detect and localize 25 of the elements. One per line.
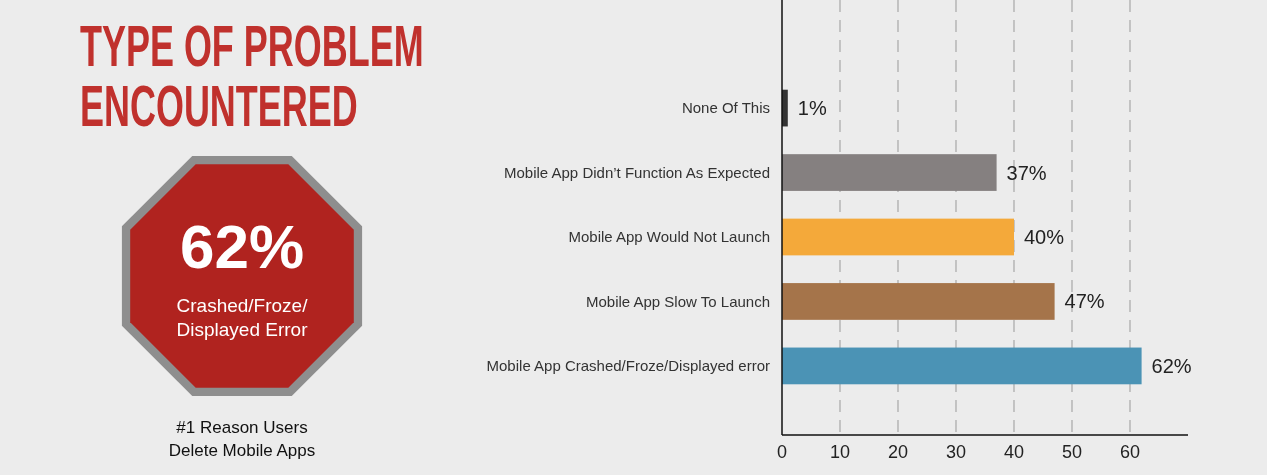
text: 62% xyxy=(179,212,305,281)
y-tick-label: None Of This xyxy=(681,99,770,117)
y-tick-label: Mobile App Crashed/Froze/Displayed error xyxy=(486,357,770,375)
x-tick-label: 50 xyxy=(1061,442,1083,462)
x-tick-label: 60 xyxy=(1119,442,1141,462)
data-label: 37% xyxy=(1006,161,1047,184)
y-tick-label: Mobile App Would Not Launch xyxy=(568,228,770,246)
text: Crashed/Froze/ Displayed Error xyxy=(176,295,309,340)
text: #1 Reason Users Delete Mobile Apps xyxy=(168,418,316,460)
x-tick-label: 40 xyxy=(1003,442,1025,462)
data-label: 1% xyxy=(797,97,827,120)
y-tick-label: Mobile App Slow To Launch xyxy=(585,292,770,310)
y-tick-label: Mobile App Didn’t Function As Expected xyxy=(504,163,770,181)
x-tick-label: 20 xyxy=(887,442,909,462)
bar xyxy=(782,154,997,191)
x-tick-label: 0 xyxy=(776,442,788,462)
x-tick-label: 30 xyxy=(945,442,967,462)
x-tick-label: 10 xyxy=(829,442,851,462)
data-label: 47% xyxy=(1064,290,1105,313)
bar xyxy=(782,283,1055,320)
bar xyxy=(782,347,1142,385)
data-label: 40% xyxy=(1024,226,1065,248)
bar xyxy=(782,218,1014,256)
text: TYPE OF PROBLEM ENCOUNTERED xyxy=(80,13,424,139)
data-label: 62% xyxy=(1151,354,1192,377)
